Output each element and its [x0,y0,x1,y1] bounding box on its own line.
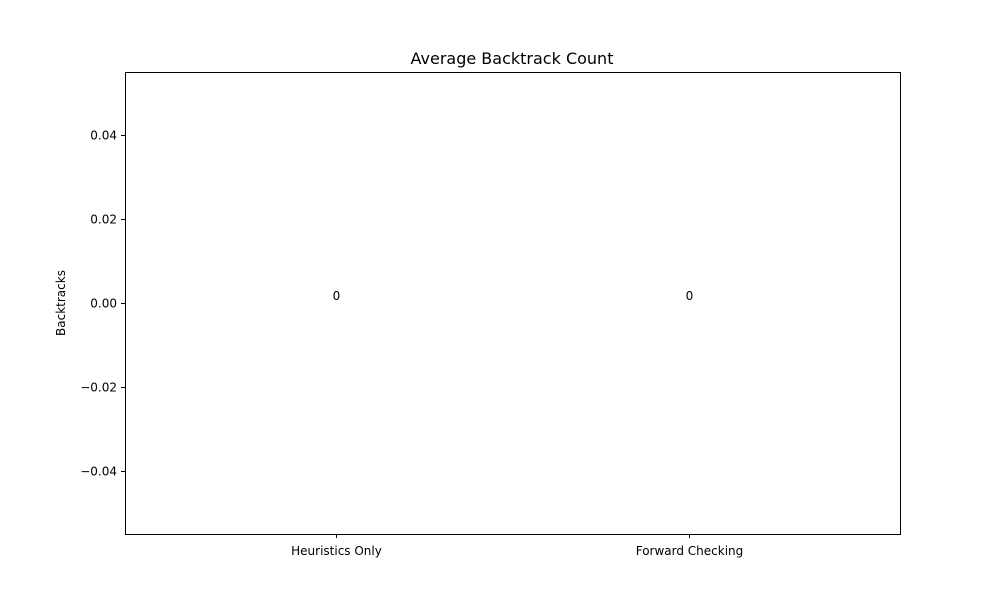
chart-title: Average Backtrack Count [411,49,614,68]
y-tick-label: −0.04 [80,465,117,479]
plot-area-frame [125,72,901,535]
x-tick-label: Heuristics Only [291,544,382,558]
y-tick-label: 0.04 [90,129,117,143]
y-axis-ticks: −0.04 −0.02 0.00 0.02 0.04 [80,129,125,479]
bar-value-label: 0 [333,289,341,303]
y-tick-label: 0.02 [90,213,117,227]
y-tick-label: 0.00 [90,297,117,311]
x-axis-ticks: Heuristics Only Forward Checking [291,534,743,558]
x-tick-label: Forward Checking [636,544,744,558]
y-tick-label: −0.02 [80,381,117,395]
bar-value-label: 0 [686,289,694,303]
y-axis-label: Backtracks [54,270,68,336]
